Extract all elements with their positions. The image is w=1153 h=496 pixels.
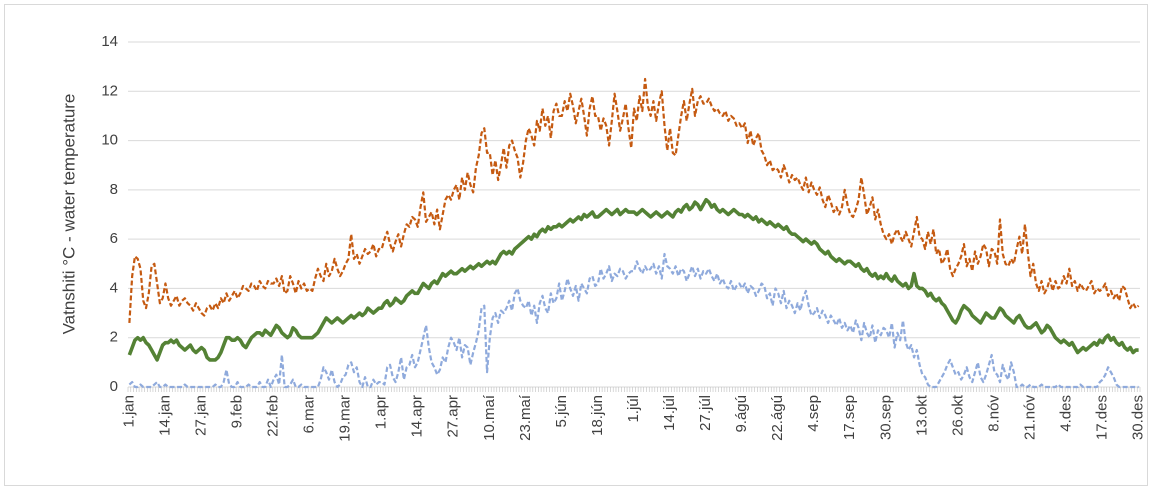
- x-tick-label: 5.jún: [553, 395, 570, 428]
- x-tick-label: 17.des: [1094, 395, 1111, 440]
- y-tick-label: 2: [110, 329, 118, 346]
- x-tick-label: 4.des: [1057, 395, 1074, 432]
- y-tick-label: 14: [101, 33, 118, 50]
- y-tick-label: 6: [110, 230, 118, 247]
- x-tick-label: 27.apr: [445, 395, 462, 438]
- x-tick-label: 23.maí: [517, 394, 534, 441]
- x-tick-label: 27.júl: [697, 395, 714, 431]
- x-tick-label: 9.ágú: [733, 395, 750, 433]
- x-tick-label: 14.apr: [409, 395, 426, 438]
- x-tick-label: 27.jan: [192, 395, 209, 436]
- x-tick-label: 14.jan: [156, 395, 173, 436]
- x-tick-label: 6.mar: [301, 395, 318, 433]
- y-axis-title: Vatnshiti °C - water temperature: [59, 94, 78, 335]
- x-tick-label: 1.jan: [120, 395, 137, 428]
- x-tick-label: 13.okt: [913, 394, 930, 436]
- chart-frame: [4, 4, 1148, 486]
- x-tick-label: 21.nóv: [1021, 395, 1038, 441]
- x-tick-label: 4.sep: [805, 395, 822, 432]
- x-tick-label: 22.ágú: [769, 395, 786, 441]
- y-tick-label: 4: [110, 279, 118, 296]
- x-tick-label: 30.sep: [877, 395, 894, 440]
- x-tick-label: 9.feb: [228, 395, 245, 428]
- series-line: [128, 77, 1140, 323]
- y-tick-label: 0: [110, 378, 118, 395]
- series-line: [127, 197, 1139, 362]
- x-tick-label: 1.apr: [373, 395, 390, 429]
- x-tick-label: 22.feb: [265, 395, 282, 437]
- x-tick-label: 26.okt: [949, 394, 966, 436]
- series-line: [128, 252, 1139, 389]
- y-tick-label: 12: [101, 82, 118, 99]
- x-tick-label: 17.sep: [841, 395, 858, 440]
- x-tick-label: 1.júl: [625, 395, 642, 423]
- lines: [127, 77, 1140, 389]
- y-tick-label: 8: [110, 181, 118, 198]
- x-tick-label: 8.nóv: [985, 395, 1002, 432]
- x-tick-label: 19.mar: [337, 395, 354, 442]
- x-tick-label: 30.des: [1130, 395, 1147, 440]
- labels: 0 2 4 6 8 10 12 14 1.jan 14.jan 27.jan 9.feb 22.feb 6…: [101, 33, 1146, 442]
- x-tick-label: 10.maí: [481, 394, 498, 441]
- x-tick-label: 18.jún: [589, 395, 606, 436]
- x-ticks: [127, 387, 1141, 392]
- x-tick-label: 14.júl: [661, 395, 678, 431]
- y-tick-label: 10: [101, 132, 118, 149]
